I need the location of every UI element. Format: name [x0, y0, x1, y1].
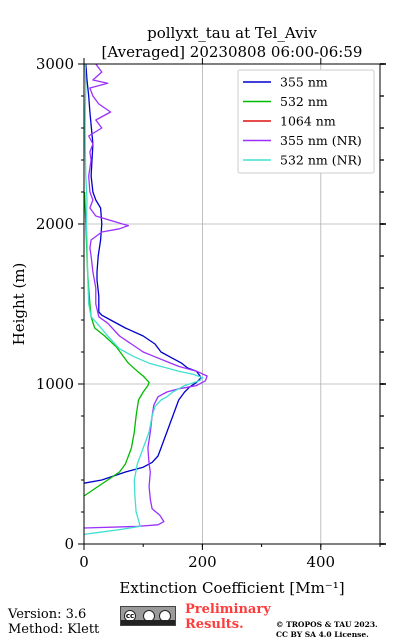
- cc-license-icon: cc: [120, 606, 176, 626]
- plot-frame: [83, 63, 381, 545]
- y-tick-label: 0: [64, 535, 74, 553]
- axis-ticks: 0 200 400 0 1000 2000 3000: [36, 55, 386, 571]
- chart-title-line1: pollyxt_tau at Tel_Aviv: [147, 24, 317, 42]
- y-tick-label: 3000: [36, 55, 74, 73]
- prelim-line1: Preliminary: [185, 602, 271, 617]
- version-text: Version: 3.6: [8, 607, 87, 622]
- x-tick-label: 0: [79, 553, 89, 571]
- copyright-line1: © TROPOS & TAU 2023.: [276, 620, 378, 629]
- x-axis-label: Extinction Coefficient [Mm⁻¹]: [119, 579, 344, 597]
- series-layer: [84, 64, 208, 536]
- legend-box: [237, 69, 375, 174]
- legend-label: 532 nm: [280, 94, 328, 109]
- legend-label: 355 nm (NR): [280, 133, 362, 148]
- legend-label: 1064 nm: [280, 114, 336, 129]
- series-line-0: [84, 64, 202, 484]
- series-line-3: [84, 64, 208, 529]
- legend: 355 nm 532 nm 1064 nm 355 nm (NR) 532 nm (NR…: [237, 69, 375, 174]
- chart-title-line2: [Averaged] 20230808 06:00-06:59: [102, 43, 363, 61]
- prelim-line2: Results.: [185, 617, 244, 632]
- series-line-4: [84, 64, 204, 536]
- x-tick-label: 200: [188, 553, 217, 571]
- x-tick-label: 400: [306, 553, 335, 571]
- copyright-text: © TROPOS & TAU 2023. CC BY SA 4.0 Licens…: [276, 620, 400, 640]
- method-text: Method: Klett: [8, 622, 100, 637]
- copyright-line2: CC BY SA 4.0 License.: [276, 630, 369, 639]
- legend-label: 355 nm: [280, 75, 328, 90]
- legend-label: 532 nm (NR): [280, 153, 362, 168]
- y-axis-label: Height (m): [10, 263, 28, 346]
- y-tick-label: 1000: [36, 375, 74, 393]
- cc-badge-band: [121, 620, 175, 625]
- y-tick-label: 2000: [36, 215, 74, 233]
- preliminary-results-text: Preliminary Results.: [185, 602, 295, 632]
